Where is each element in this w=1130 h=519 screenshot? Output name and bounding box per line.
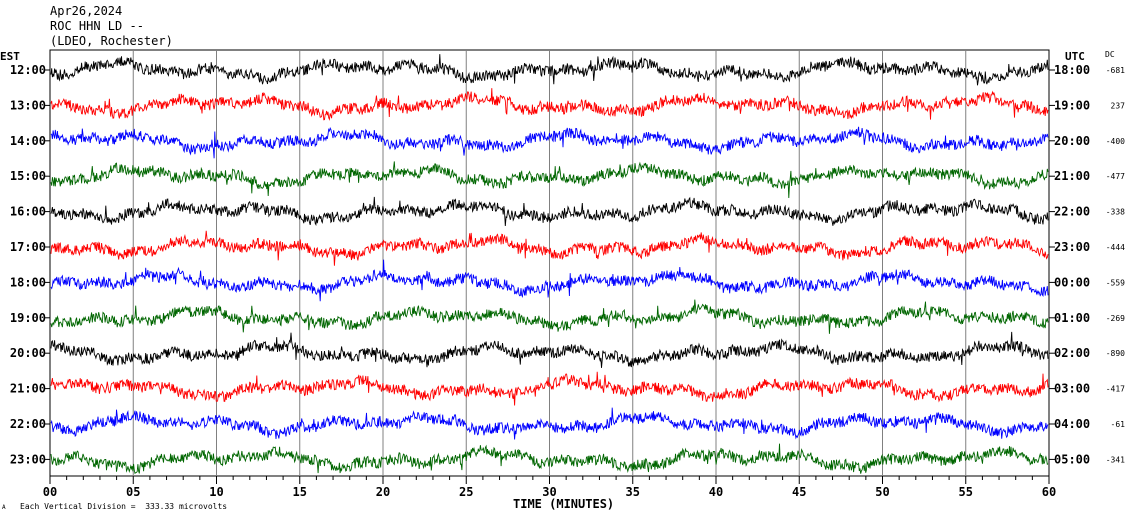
- seismic-trace: [50, 407, 1049, 440]
- utc-hour-label: 00:00: [1054, 275, 1090, 289]
- x-tick-label: 20: [376, 485, 390, 499]
- utc-hour-label: 22:00: [1054, 205, 1090, 219]
- est-hour-label: 21:00: [10, 382, 46, 396]
- utc-hour-label: 05:00: [1054, 452, 1090, 466]
- utc-hour-label: 04:00: [1054, 417, 1090, 431]
- x-tick-label: 15: [293, 485, 307, 499]
- seismic-trace: [50, 371, 1049, 406]
- utc-axis-label: UTC: [1065, 50, 1085, 63]
- est-hour-label: 18:00: [10, 275, 46, 289]
- seismic-trace: [50, 196, 1049, 227]
- utc-hour-label: 01:00: [1054, 311, 1090, 325]
- dc-header-label: DC: [1105, 50, 1115, 59]
- x-tick-label: 25: [459, 485, 473, 499]
- est-hour-label: 12:00: [10, 63, 46, 77]
- dc-offset-label: -338: [1106, 208, 1125, 217]
- dc-offset-label: -417: [1106, 385, 1125, 394]
- seismic-trace: [50, 161, 1049, 199]
- utc-hour-label: 03:00: [1054, 382, 1090, 396]
- seismic-trace: [50, 88, 1049, 121]
- seismic-trace: [50, 54, 1049, 86]
- x-tick-label: 60: [1042, 485, 1056, 499]
- est-axis-label: EST: [0, 50, 20, 63]
- seismic-trace: [50, 259, 1049, 302]
- seismic-trace: [50, 331, 1049, 368]
- seismic-trace: [50, 299, 1049, 334]
- seismic-trace: [50, 126, 1049, 159]
- est-hour-label: 15:00: [10, 169, 46, 183]
- x-tick-label: 35: [626, 485, 640, 499]
- est-hour-label: 20:00: [10, 346, 46, 360]
- dc-offset-label: -341: [1106, 455, 1125, 464]
- x-tick-label: 55: [959, 485, 973, 499]
- utc-hour-label: 23:00: [1054, 240, 1090, 254]
- dc-offset-label: -559: [1106, 278, 1125, 287]
- station-label: ROC HHN LD --: [50, 19, 144, 33]
- utc-hour-label: 02:00: [1054, 346, 1090, 360]
- est-hour-label: 22:00: [10, 417, 46, 431]
- dc-offset-label: -444: [1106, 243, 1125, 252]
- dc-offset-label: -890: [1106, 349, 1125, 358]
- dc-offset-label: -269: [1106, 314, 1125, 323]
- est-hour-label: 23:00: [10, 452, 46, 466]
- x-tick-label: 30: [542, 485, 556, 499]
- footer-mark: A: [2, 504, 6, 511]
- x-tick-label: 05: [126, 485, 140, 499]
- dc-offset-label: -400: [1106, 137, 1125, 146]
- date-label: Apr26,2024: [50, 4, 123, 18]
- x-tick-label: 00: [43, 485, 57, 499]
- dc-offset-label: -61: [1111, 420, 1126, 429]
- est-hour-label: 13:00: [10, 98, 46, 112]
- x-tick-label: 40: [709, 485, 723, 499]
- est-hour-label: 17:00: [10, 240, 46, 254]
- est-hour-label: 16:00: [10, 205, 46, 219]
- dc-offset-label: -477: [1106, 172, 1125, 181]
- x-tick-label: 50: [875, 485, 889, 499]
- utc-hour-label: 19:00: [1054, 98, 1090, 112]
- utc-hour-label: 18:00: [1054, 63, 1090, 77]
- scale-note: Each Vertical Division = 333.33 microvol…: [20, 502, 228, 511]
- location-label: (LDEO, Rochester): [50, 34, 173, 48]
- est-hour-label: 14:00: [10, 134, 46, 148]
- x-tick-label: 10: [209, 485, 223, 499]
- x-axis-title: TIME (MINUTES): [513, 497, 615, 511]
- seismic-trace: [50, 230, 1049, 266]
- seismic-trace: [50, 443, 1049, 475]
- utc-hour-label: 20:00: [1054, 134, 1090, 148]
- dc-offset-label: 237: [1111, 101, 1126, 110]
- utc-hour-label: 21:00: [1054, 169, 1090, 183]
- x-tick-label: 45: [792, 485, 806, 499]
- est-hour-label: 19:00: [10, 311, 46, 325]
- dc-offset-label: -681: [1106, 66, 1125, 75]
